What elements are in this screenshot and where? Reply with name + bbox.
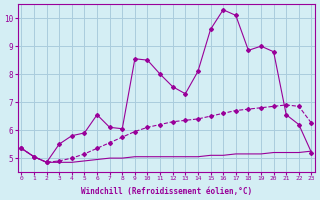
X-axis label: Windchill (Refroidissement éolien,°C): Windchill (Refroidissement éolien,°C) xyxy=(81,187,252,196)
